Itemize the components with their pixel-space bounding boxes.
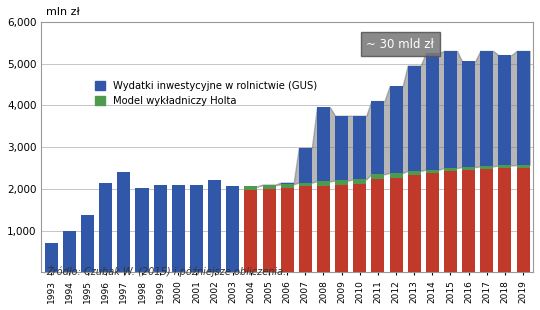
Bar [517,51,530,272]
Bar [353,184,366,272]
Bar [245,190,258,272]
Bar [517,168,530,272]
Bar [389,178,403,272]
Bar [408,171,421,175]
Text: Źródło: Czubak W. (2015) i późniejsze obliczenia.: Źródło: Czubak W. (2015) i późniejsze ob… [46,265,287,277]
Bar [81,215,94,272]
Bar [117,172,130,272]
Bar [208,180,221,272]
Bar [426,170,439,173]
Bar [480,51,494,272]
Bar [426,173,439,272]
Bar [372,174,384,179]
Bar [498,55,511,272]
Bar [317,107,330,272]
Bar [172,185,185,272]
Bar [153,185,167,272]
Bar [45,243,58,272]
Bar [444,168,457,171]
Bar [190,185,203,272]
Bar [245,186,258,272]
Bar [281,188,294,272]
Bar [353,116,366,272]
Bar [281,183,294,272]
Bar [480,169,494,272]
Bar [498,166,511,168]
Bar [99,183,112,272]
Bar [262,185,275,272]
Bar [444,51,457,272]
Bar [389,173,403,178]
Bar [299,183,312,186]
Bar [262,189,275,272]
Bar [408,66,421,272]
Bar [462,167,475,170]
Bar [299,148,312,272]
Bar [226,186,239,272]
Bar [498,168,511,272]
Bar [262,185,275,189]
Bar [372,179,384,272]
Bar [426,53,439,272]
Bar [444,171,457,272]
Text: mln zł: mln zł [46,7,80,17]
Bar [517,165,530,168]
Bar [408,175,421,272]
Bar [372,101,384,272]
Bar [335,116,348,272]
Bar [462,61,475,272]
Bar [389,86,403,272]
Text: ~ 30 mld zł: ~ 30 mld zł [366,38,434,51]
Bar [136,188,148,272]
Bar [299,186,312,272]
Bar [281,184,294,188]
Bar [480,166,494,169]
Bar [462,170,475,272]
Bar [317,185,330,272]
Bar [317,181,330,185]
Bar [63,232,76,272]
Bar [335,185,348,272]
Bar [335,180,348,185]
Legend: Wydatki inwestycyjne w rolnictwie (GUS), Model wykładniczy Holta: Wydatki inwestycyjne w rolnictwie (GUS),… [91,77,321,110]
Bar [245,186,258,190]
Bar [353,179,366,184]
